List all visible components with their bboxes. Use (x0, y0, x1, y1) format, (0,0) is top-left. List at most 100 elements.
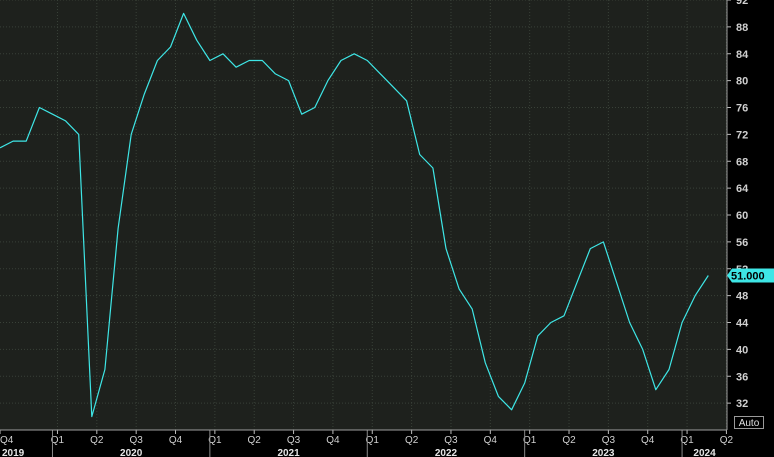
data-point (182, 12, 185, 15)
x-tick-label: Q1 (51, 435, 65, 446)
data-point (628, 321, 631, 324)
data-point (77, 133, 80, 136)
x-tick-label: Q4 (326, 435, 340, 446)
y-tick-label: 84 (736, 49, 749, 61)
x-tick-label: Q1 (366, 435, 380, 446)
data-point (195, 39, 198, 42)
x-tick-label: Q4 (0, 435, 14, 446)
data-point (208, 59, 211, 62)
y-tick-label: 64 (736, 183, 749, 195)
y-tick-label: 60 (736, 210, 748, 222)
data-point (366, 59, 369, 62)
y-tick-label: 40 (736, 344, 748, 356)
data-point (25, 140, 28, 143)
x-tick-label: Q3 (287, 435, 301, 446)
x-tick-label: Q3 (602, 435, 616, 446)
year-label: 2022 (435, 448, 458, 457)
data-point (431, 166, 434, 169)
data-point (563, 314, 566, 317)
data-point (38, 106, 41, 109)
x-tick-label: Q1 (680, 435, 694, 446)
series-line (0, 12, 709, 418)
data-point (143, 93, 146, 96)
data-point (667, 368, 670, 371)
year-label: 2020 (120, 448, 143, 457)
x-tick-label: Q3 (129, 435, 143, 446)
last-value-label: 51.000 (731, 270, 765, 282)
last-value-badge (727, 268, 774, 283)
y-tick-label: 36 (736, 371, 748, 383)
data-point (169, 46, 172, 49)
data-point (287, 79, 290, 82)
data-point (549, 321, 552, 324)
data-point (707, 274, 710, 277)
y-axis-ticks: 32364044485256606468727680848892 (727, 0, 749, 410)
data-point (602, 240, 605, 243)
data-point (340, 59, 343, 62)
y-tick-label: 48 (736, 291, 748, 303)
data-point (90, 415, 93, 418)
x-tick-label: Q2 (90, 435, 104, 446)
auto-scale-button[interactable]: Auto (734, 416, 764, 429)
x-tick-label: Q1 (208, 435, 222, 446)
data-point (117, 227, 120, 230)
data-point (130, 133, 133, 136)
x-tick-label: Q2 (720, 435, 734, 446)
data-point (51, 113, 54, 116)
data-point (274, 72, 277, 75)
y-tick-label: 68 (736, 156, 748, 168)
y-tick-label: 80 (736, 76, 748, 88)
y-tick-label: 32 (736, 398, 748, 410)
data-point (326, 79, 329, 82)
year-label: 2023 (592, 448, 615, 457)
x-tick-label: Q4 (641, 435, 655, 446)
x-tick-label: Q2 (562, 435, 576, 446)
data-point (615, 281, 618, 284)
data-point (12, 140, 15, 143)
gridlines (0, 0, 727, 430)
x-tick-label: Q1 (523, 435, 537, 446)
year-labels: 2019 2020 2021 2022 2023 2024 (2, 430, 716, 457)
data-point (510, 408, 513, 411)
y-tick-label: 92 (736, 0, 748, 7)
y-tick-label: 72 (736, 129, 748, 141)
data-point (484, 361, 487, 364)
year-label: 2021 (277, 448, 300, 457)
data-point (156, 59, 159, 62)
x-tick-label: Q3 (444, 435, 458, 446)
data-point (654, 388, 657, 391)
data-point (248, 59, 251, 62)
data-point (471, 308, 474, 311)
data-point (405, 99, 408, 102)
y-tick-label: 56 (736, 237, 748, 249)
year-label: 2019 (2, 448, 25, 457)
x-tick-label: Q2 (248, 435, 262, 446)
data-point (536, 334, 539, 337)
data-point (392, 86, 395, 89)
data-point (641, 348, 644, 351)
x-tick-label: Q4 (484, 435, 498, 446)
data-point (300, 113, 303, 116)
data-point (523, 381, 526, 384)
data-point (681, 321, 684, 324)
y-tick-label: 88 (736, 22, 748, 34)
data-point (261, 59, 264, 62)
data-point (497, 395, 500, 398)
data-point (576, 281, 579, 284)
data-point (444, 247, 447, 250)
data-point (103, 368, 106, 371)
data-point (64, 119, 67, 122)
data-point (694, 294, 697, 297)
data-point (589, 247, 592, 250)
data-point (313, 106, 316, 109)
data-point (221, 52, 224, 55)
data-point (458, 287, 461, 290)
y-tick-label: 76 (736, 103, 748, 115)
data-point (379, 72, 382, 75)
x-axis-ticks: Q4 Q1 Q2 Q3 Q4 Q1 Q2 Q3 Q4 Q1 Q2 Q3 Q4 Q1 Q2 Q3 Q4 Q1 Q2 (0, 430, 734, 446)
data-point (235, 66, 238, 69)
x-tick-label: Q4 (169, 435, 183, 446)
last-value-marker: 51.000 (727, 268, 774, 283)
